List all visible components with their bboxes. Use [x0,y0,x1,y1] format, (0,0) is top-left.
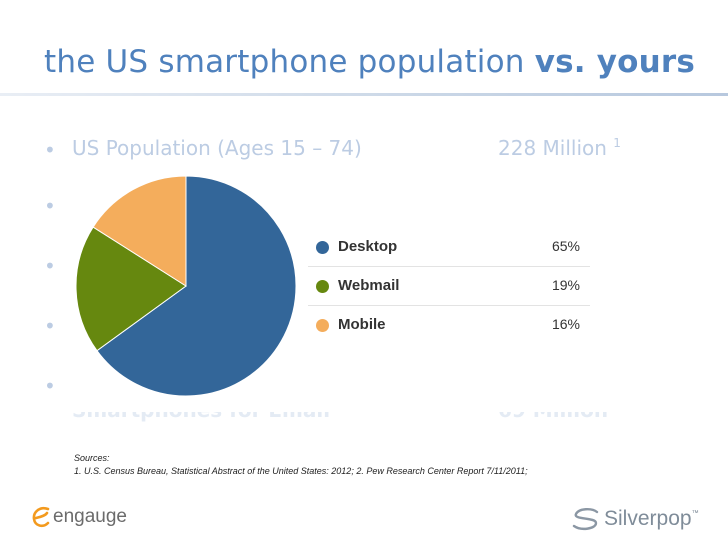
engauge-logo: engauge [30,502,127,532]
legend-label: Mobile [338,316,386,333]
title-plain: the US smartphone population [44,44,535,80]
bullet-label: US Population (Ages 15 – 74) [72,136,362,160]
pie-slice-webmail [75,226,187,352]
bullet-dot: • [44,138,56,162]
engauge-logo-text: engauge [53,506,127,527]
bullet-value: 228 Million 1 [498,136,621,160]
silverpop-logo-word: Silverpop [604,507,692,530]
silverpop-logo-icon [572,508,599,531]
legend-value: 16% [551,316,580,332]
slide-title: the US smartphone population vs. yours [44,44,695,80]
title-divider [0,93,728,96]
legend-swatch [316,241,329,254]
legend-item-mobile: Mobile 16% [308,306,590,344]
silverpop-logo-text: Silverpop™ [604,507,699,531]
pie-slice-desktop [96,175,297,397]
title-bold: vs. yours [534,44,696,80]
bullet-dot: • [44,194,56,218]
legend-value: 19% [551,277,580,293]
chart-legend: Desktop 65% Webmail 19% Mobile 16% [308,228,590,344]
bullet-dot: • [44,374,56,398]
legend-swatch [316,280,329,293]
legend-value: 65% [551,238,580,254]
legend-item-desktop: Desktop 65% [308,228,590,267]
sources-text: 1. U.S. Census Bureau, Statistical Abstr… [74,466,528,476]
legend-label: Desktop [338,238,398,255]
sources-note: Sources: 1. U.S. Census Bureau, Statisti… [74,452,528,478]
pie-slice-mobile [92,175,187,287]
bullet-footnote: 1 [613,136,621,150]
pie-chart-panel: Desktop 65% Webmail 19% Mobile 16% [68,168,608,412]
silverpop-logo: Silverpop™ [570,504,699,534]
bullet-value-text: 228 Million [498,136,607,160]
legend-item-webmail: Webmail 19% [308,267,590,306]
silverpop-logo-trademark: ™ [691,510,699,517]
engauge-logo-icon [32,506,50,528]
bullet-dot: • [44,254,56,278]
pie-chart [75,175,297,397]
legend-swatch [316,319,329,332]
legend-label: Webmail [338,277,400,294]
bullet-dot: • [44,314,56,338]
sources-heading: Sources: [74,453,110,463]
